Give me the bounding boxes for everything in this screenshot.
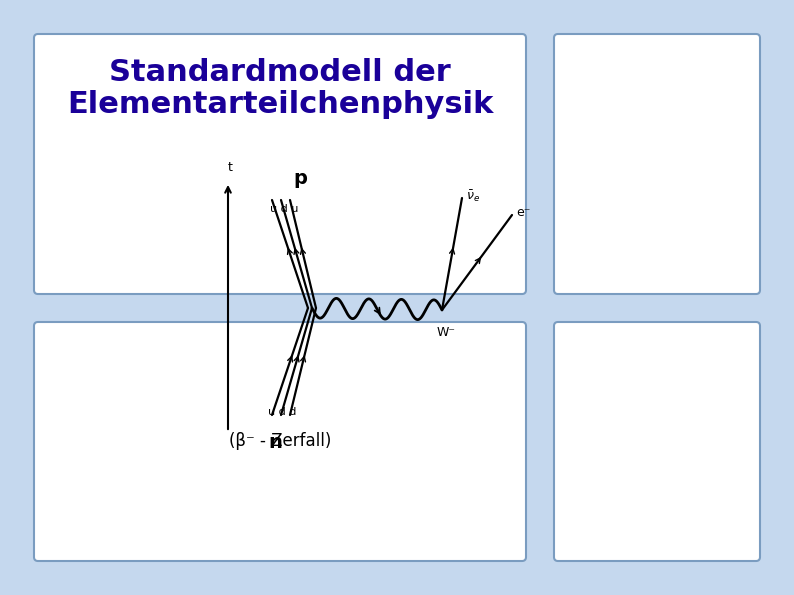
FancyBboxPatch shape xyxy=(34,34,526,294)
Text: u d d: u d d xyxy=(268,407,296,417)
Text: W⁻: W⁻ xyxy=(437,326,456,339)
FancyBboxPatch shape xyxy=(554,322,760,561)
Text: Standardmodell der
Elementarteilchenphysik: Standardmodell der Elementarteilchenphys… xyxy=(67,58,493,120)
Text: n: n xyxy=(268,433,282,452)
Text: p: p xyxy=(293,169,306,188)
Text: $\bar{\nu}_e$: $\bar{\nu}_e$ xyxy=(466,188,480,204)
FancyBboxPatch shape xyxy=(554,34,760,294)
Text: e⁻: e⁻ xyxy=(516,206,530,220)
FancyBboxPatch shape xyxy=(34,322,526,561)
Text: (β⁻ - Zerfall): (β⁻ - Zerfall) xyxy=(229,433,331,450)
Text: u d u: u d u xyxy=(270,204,299,214)
Text: t: t xyxy=(228,161,233,174)
